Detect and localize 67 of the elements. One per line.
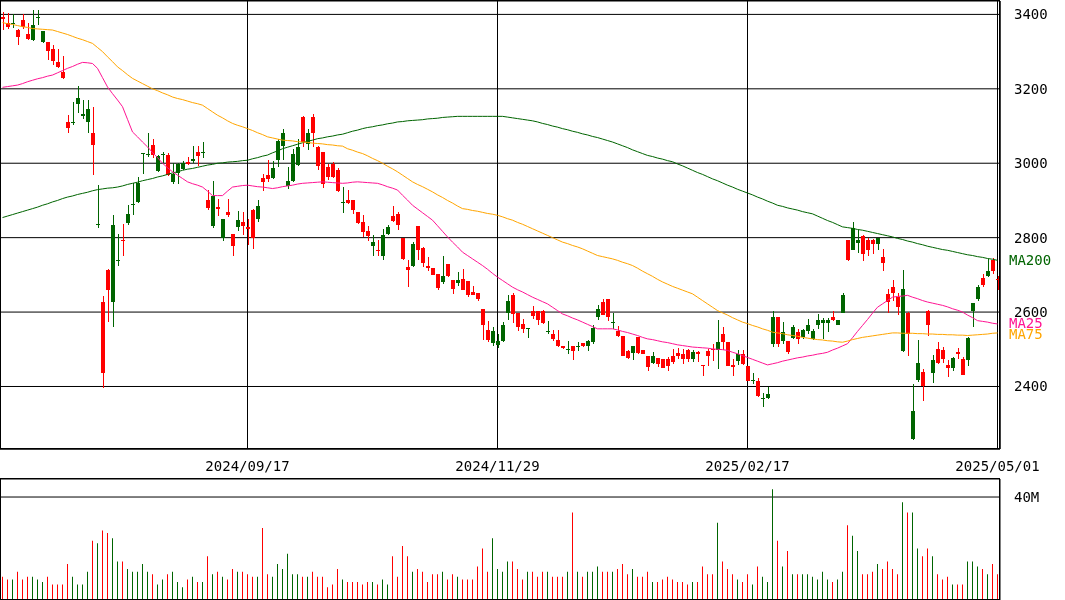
- candlestick: [381, 228, 385, 261]
- y-tick-label: 2400: [1014, 378, 1048, 395]
- candlestick: [921, 368, 925, 402]
- y-tick-label: 2800: [1014, 229, 1048, 246]
- candlestick: [371, 234, 375, 257]
- candlestick: [756, 377, 760, 398]
- x-tick-label: 2024/09/17: [205, 457, 290, 474]
- candlestick: [341, 186, 345, 214]
- candlestick: [196, 145, 200, 167]
- candlestick: [36, 9, 40, 26]
- candlestick: [546, 320, 550, 335]
- candlestick: [411, 241, 415, 268]
- candlestick: [131, 182, 135, 216]
- candlestick: [311, 113, 315, 148]
- line-series: [2, 22, 998, 343]
- y-tick-label: 3200: [1014, 80, 1048, 97]
- candlestick: [751, 372, 755, 385]
- line-series: [2, 61, 998, 366]
- candlestick: [406, 259, 410, 288]
- candlestick: [96, 184, 100, 229]
- candlestick: [71, 101, 75, 126]
- candlestick: [566, 340, 570, 355]
- candlestick: [161, 151, 165, 164]
- candlestick: [441, 255, 445, 285]
- candlestick: [256, 199, 260, 223]
- candlestick: [506, 294, 510, 321]
- series-label: MA200: [1009, 251, 1052, 270]
- candlestick: [931, 354, 935, 384]
- candlestick: [56, 48, 60, 69]
- candlestick: [126, 204, 130, 226]
- candlestick: [76, 85, 80, 114]
- candlestick: [121, 223, 125, 257]
- candlestick: [136, 176, 140, 204]
- candlestick: [761, 392, 765, 408]
- y-tick-label: 40M: [1014, 488, 1040, 505]
- x-tick-label: 2025/02/17: [705, 457, 790, 474]
- candlestick: [241, 211, 245, 236]
- candlestick: [501, 321, 505, 343]
- candlestick: [526, 327, 530, 339]
- candlestick: [106, 268, 110, 323]
- candlestick: [971, 302, 975, 328]
- x-tick-label: 2025/05/01: [955, 457, 1040, 474]
- candlestick: [481, 308, 485, 341]
- candlestick: [881, 248, 885, 272]
- candlestick: [966, 336, 970, 367]
- candlestick: [31, 9, 35, 42]
- candlestick: [486, 320, 490, 343]
- candlestick: [11, 13, 15, 29]
- candlestick: [896, 292, 900, 316]
- candlestick: [721, 326, 725, 351]
- candlestick: [236, 210, 240, 232]
- candlestick: [141, 152, 145, 175]
- candlestick: [206, 189, 210, 211]
- candlestick: [171, 162, 175, 185]
- x-tick-label: 2024/11/29: [455, 457, 540, 474]
- candlestick: [841, 292, 845, 314]
- candlestick: [66, 114, 70, 134]
- y-tick-label: 3400: [1014, 6, 1048, 23]
- y-tick-label: 3000: [1014, 155, 1048, 172]
- candlestick: [61, 55, 65, 80]
- candlestick: [201, 141, 205, 159]
- candlestick: [916, 339, 920, 383]
- candlestick: [891, 279, 895, 302]
- candlestick: [906, 311, 910, 357]
- candlestick: [91, 106, 95, 176]
- candlestick: [146, 132, 150, 158]
- candlestick: [926, 309, 930, 337]
